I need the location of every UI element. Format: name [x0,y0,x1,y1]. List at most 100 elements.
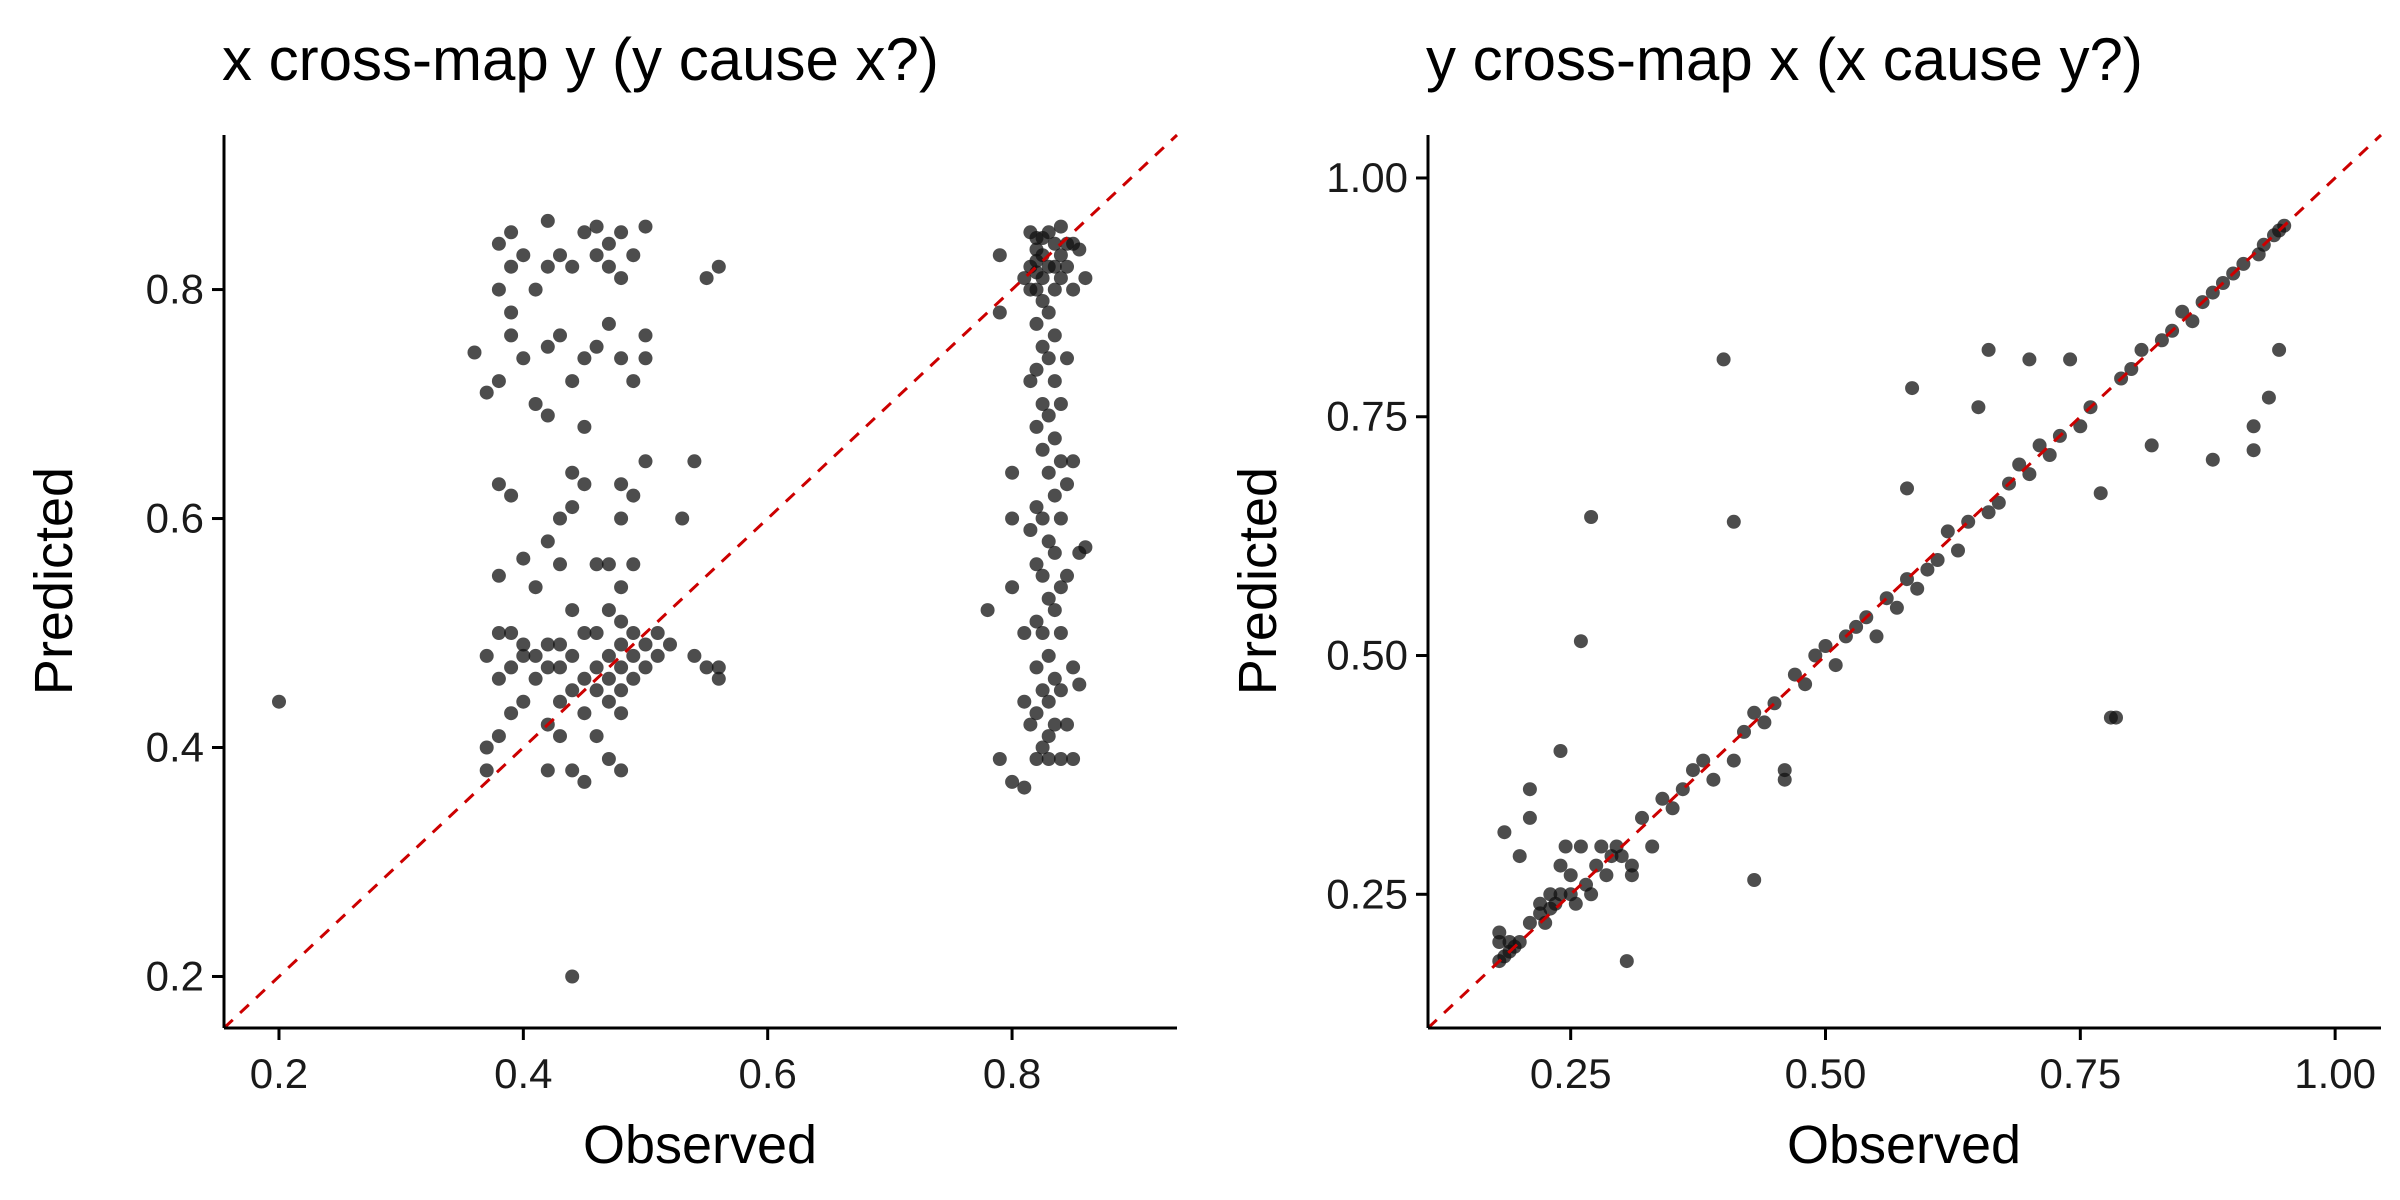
panel-left-point-67 [589,219,604,234]
panel-right-x-tick-label-2: 0.75 [2039,1050,2121,1097]
panel-right-reference-line [1426,133,2383,1030]
panel-left-point-126 [1005,580,1020,595]
panel-left-point-174 [1041,729,1056,744]
panel-left-point-6 [491,568,506,583]
panel-left-point-13 [479,648,494,663]
panel-left-x-tick-label-3: 0.8 [983,1050,1041,1097]
panel-left-point-150 [1029,706,1044,721]
panel-left-point-57 [565,683,580,698]
panel-left-point-59 [577,225,592,240]
panel-right-point-89 [2063,352,2078,367]
panel-right-point-84 [2022,467,2037,482]
panel-left-point-24 [516,351,531,366]
panel-left-point-156 [1035,339,1050,354]
panel-left-point-100 [626,626,641,640]
panel-left-point-78 [601,557,616,572]
panel-left-point-177 [1047,259,1062,274]
panel-right-point-21 [1553,858,1568,873]
panel-right-point-2 [1492,925,1507,940]
panel-right-point-20 [1553,887,1568,902]
panel-left-point-51 [565,259,580,274]
panel-left-point-115 [699,271,714,286]
panel-right-point-11 [1522,810,1537,825]
panel-left-point-44 [553,328,567,343]
panel-right-point-102 [2185,314,2200,329]
panel-right-point-92 [2093,486,2108,501]
panel-left-point-72 [589,660,604,675]
panel-right-point-29 [1584,887,1599,902]
panel-left-point-172 [1041,648,1056,663]
panel-right-y-tick-label-0: 0.25 [1326,870,1408,917]
panel-right-point-87 [2042,448,2057,462]
panel-left-point-54 [565,500,580,515]
panel-left-point-60 [577,351,592,366]
panel-right-y-axis-title: Predicted [1228,467,1288,695]
panel-right-point-8 [1497,825,1512,840]
panel-left-point-65 [577,706,592,721]
panel-right-point-104 [2205,452,2220,467]
panel-left-point-95 [614,763,629,778]
panel-left-point-176 [1047,236,1062,251]
panel-left-point-199 [1060,351,1074,366]
panel-left-point-128 [1017,694,1032,709]
panel-left-point-1 [565,969,580,984]
panel-left-point-106 [638,454,653,469]
panel-left-point-16 [504,328,519,343]
panel-right-point-78 [1971,400,1986,415]
panel-left-point-191 [1053,454,1068,469]
panel-left-point-30 [528,397,543,411]
panel-right-point-110 [2246,443,2261,458]
panel-left-point-39 [540,637,555,652]
panel-right-point-48 [1716,352,1731,367]
panel-left-point-181 [1047,431,1062,446]
panel-left-point-151 [1029,752,1044,766]
panel-right-point-45 [1686,763,1700,778]
panel-left-point-40 [540,660,555,675]
panel-left-point-136 [1023,523,1038,537]
panel-left-point-183 [1047,545,1062,560]
panel-left-point-109 [650,626,665,640]
panel-left-point-145 [1029,419,1044,434]
panel-right-point-42 [1655,791,1670,806]
panel-right-points [1492,218,2292,969]
panel-left-point-46 [553,557,567,572]
panel-right-point-36 [1614,849,1629,864]
panel-left-point-205 [1066,454,1081,469]
panel-right-point-73 [1920,562,1935,577]
panel-left-point-83 [601,752,616,766]
panel-left-point-66 [577,774,592,789]
panel-left-title: x cross-map y (y cause x?) [222,26,939,93]
panel-left-point-23 [516,551,531,566]
panel-left-point-148 [1029,614,1044,629]
panel-left-point-63 [577,626,592,640]
panel-left-points [272,213,1093,984]
panel-left-point-187 [1053,219,1068,234]
panel-left-point-77 [601,316,616,331]
panel-left-point-127 [1005,774,1020,789]
panel-left-point-196 [1053,752,1068,766]
panel-right-point-37 [1619,954,1634,969]
panel-left-point-170 [1041,534,1056,549]
panel-left-point-201 [1060,568,1074,583]
panel-left-point-185 [1047,671,1062,686]
panel-left-point-107 [638,637,653,652]
panel-left-point-167 [1041,351,1056,366]
panel-left-point-178 [1047,282,1062,297]
panel-left-point-25 [516,648,531,663]
panel-left-point-93 [614,683,629,698]
panel-left-point-32 [528,671,543,686]
panel-right: y cross-map x (x cause y?) 0.25 0.50 0.75 1… [1228,26,2383,1175]
panel-left-point-182 [1047,488,1062,503]
panel-left-y-tick-label-1: 0.4 [146,724,204,771]
panel-left-x-tick-label-2: 0.6 [739,1050,797,1097]
panel-left-point-111 [663,637,677,652]
panel-left-point-142 [1029,282,1044,297]
panel-left-point-147 [1029,557,1044,572]
panel-right-x-tick-label-3: 1.00 [2294,1050,2376,1097]
panel-left-point-14 [479,740,494,755]
panel-left-point-8 [491,374,506,389]
panel-right-point-85 [2022,352,2037,367]
panel-right-point-81 [1991,495,2006,510]
panel-left-point-179 [1047,328,1062,343]
